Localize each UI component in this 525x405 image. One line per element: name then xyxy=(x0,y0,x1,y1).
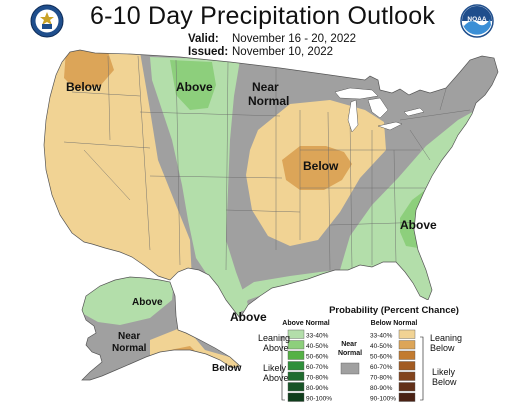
legend-above-bins: 33-40% 40-50% 50-60% 60-70% 70-80% 80-90% 90-1… xyxy=(287,329,332,402)
above-montana-area xyxy=(170,60,216,110)
below-west-area xyxy=(44,50,192,280)
legend-below-bins: 33-40% 40-50% 50-60% 60-70% 70-80% 80-90% 90-1… xyxy=(370,329,416,402)
legend-above-swatch-6 xyxy=(287,392,305,402)
valid-dates: Valid: November 16 - 20, 2022 xyxy=(188,33,356,45)
legend-above-label-4: 70-80% xyxy=(306,374,329,381)
legend-likely-below-line1: Likely xyxy=(432,367,456,377)
legend: Probability (Percent Chance) Above Norma… xyxy=(258,300,508,405)
legend-background xyxy=(278,300,508,405)
legend-below-swatch-0 xyxy=(398,329,416,339)
great-lakes xyxy=(334,87,425,133)
valid-label: Valid: xyxy=(188,33,219,45)
page-title: 6-10 Day Precipitation Outlook xyxy=(89,2,436,30)
lake-erie xyxy=(377,121,403,131)
legend-below-label-1: 40-50% xyxy=(370,343,393,350)
legend-below-swatch-5 xyxy=(398,382,416,392)
below-northwest-area xyxy=(64,50,114,90)
legend-above-swatch-0 xyxy=(287,329,305,339)
legend-likely-above-line1: Likely xyxy=(263,363,287,373)
legend-below-bracket xyxy=(420,336,424,401)
label-alaska-above: Above xyxy=(132,297,163,308)
legend-likely-below-line2: Below xyxy=(432,377,457,387)
label-near-normal-line1: Near xyxy=(252,80,279,94)
legend-below-label-3: 60-70% xyxy=(370,364,393,371)
legend-likely-above: Likely Above xyxy=(263,363,289,383)
legend-near-line2: Normal xyxy=(338,350,362,357)
valid-value: November 16 - 20, 2022 xyxy=(232,33,357,45)
legend-above-label-2: 50-60% xyxy=(306,353,329,360)
lake-ontario xyxy=(403,107,425,117)
legend-near-header: Near Normal xyxy=(338,341,362,357)
legend-leaning-above: Leaning Above xyxy=(258,333,293,353)
above-rockies-area xyxy=(150,57,250,312)
above-southeast-area xyxy=(226,110,480,318)
label-alaska-near-line1: Near xyxy=(118,331,140,342)
legend-above-swatch-5 xyxy=(287,382,305,392)
legend-likely-below: Likely Below xyxy=(432,367,458,387)
legend-near-swatch xyxy=(340,362,360,375)
legend-above-header: Above Normal xyxy=(282,320,330,327)
issued-date: Issued: November 10, 2022 xyxy=(188,46,333,58)
legend-below-swatch-1 xyxy=(398,340,416,350)
noaa-logo-icon: NOAA xyxy=(460,4,494,38)
legend-below-label-0: 33-40% xyxy=(370,332,393,339)
legend-below-swatch-2 xyxy=(398,350,416,360)
conus-outlook-shading xyxy=(44,50,480,318)
legend-above-swatch-4 xyxy=(287,371,305,381)
legend-above-label-6: 90-100% xyxy=(306,395,332,402)
label-above-texas: Above xyxy=(230,310,267,324)
legend-leaning-below-line1: Leaning xyxy=(430,333,462,343)
legend-above-swatch-3 xyxy=(287,361,305,371)
label-near-normal-line2: Normal xyxy=(248,94,289,108)
legend-above-bracket xyxy=(281,336,285,401)
legend-likely-above-line2: Above xyxy=(263,373,289,383)
legend-above-swatch-2 xyxy=(287,350,305,360)
legend-below-label-6: 90-100% xyxy=(370,395,396,402)
noaa-logo-text: NOAA xyxy=(467,16,486,23)
lake-michigan xyxy=(347,99,359,133)
label-alaska-below: Below xyxy=(212,363,242,374)
legend-below-swatch-6 xyxy=(398,392,416,402)
state-borders xyxy=(63,55,471,271)
label-alaska-near-normal: Near Normal xyxy=(112,331,147,354)
lake-huron xyxy=(367,97,389,119)
legend-below-label-4: 70-80% xyxy=(370,374,393,381)
issued-value: November 10, 2022 xyxy=(232,46,334,58)
legend-above-swatch-1 xyxy=(287,340,305,350)
label-above-southeast: Above xyxy=(400,218,437,232)
legend-near-line1: Near xyxy=(341,341,357,348)
lake-superior xyxy=(334,87,379,100)
label-below-northwest: Below xyxy=(66,80,102,94)
legend-leaning-above-line1: Leaning xyxy=(258,333,290,343)
legend-leaning-above-line2: Above xyxy=(263,343,289,353)
legend-below-header: Below Normal xyxy=(371,320,418,327)
legend-below-label-2: 50-60% xyxy=(370,353,393,360)
legend-below-label-5: 80-90% xyxy=(370,385,393,392)
label-near-normal-plains: Near Normal xyxy=(248,80,289,108)
legend-above-label-3: 60-70% xyxy=(306,364,329,371)
legend-above-label-1: 40-50% xyxy=(306,343,329,350)
issued-label: Issued: xyxy=(188,46,229,58)
map-region-labels: Below Above Near Normal Below Above Abov… xyxy=(66,80,437,374)
doc-seal-icon xyxy=(30,4,64,38)
below-midwest-core-area xyxy=(282,146,352,190)
legend-below-swatch-4 xyxy=(398,371,416,381)
label-above-rockies: Above xyxy=(176,80,213,94)
label-below-midwest: Below xyxy=(303,159,339,173)
legend-title: Probability (Percent Chance) xyxy=(329,305,459,316)
legend-above-label-5: 80-90% xyxy=(306,385,329,392)
legend-leaning-below-line2: Below xyxy=(430,343,455,353)
legend-above-label-0: 33-40% xyxy=(306,332,329,339)
legend-leaning-below: Leaning Below xyxy=(430,333,465,353)
label-alaska-near-line2: Normal xyxy=(112,343,147,354)
legend-below-swatch-3 xyxy=(398,361,416,371)
